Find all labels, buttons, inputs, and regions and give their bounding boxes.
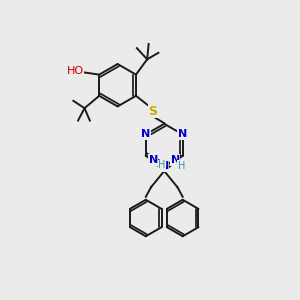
Text: N: N (141, 129, 151, 140)
Text: N: N (178, 129, 187, 140)
Text: N: N (160, 161, 169, 171)
Text: N: N (171, 155, 180, 165)
Text: HO: HO (67, 66, 84, 76)
Text: N: N (148, 155, 158, 165)
Text: S: S (148, 105, 158, 118)
Text: H: H (158, 160, 166, 170)
Text: H: H (178, 161, 185, 171)
